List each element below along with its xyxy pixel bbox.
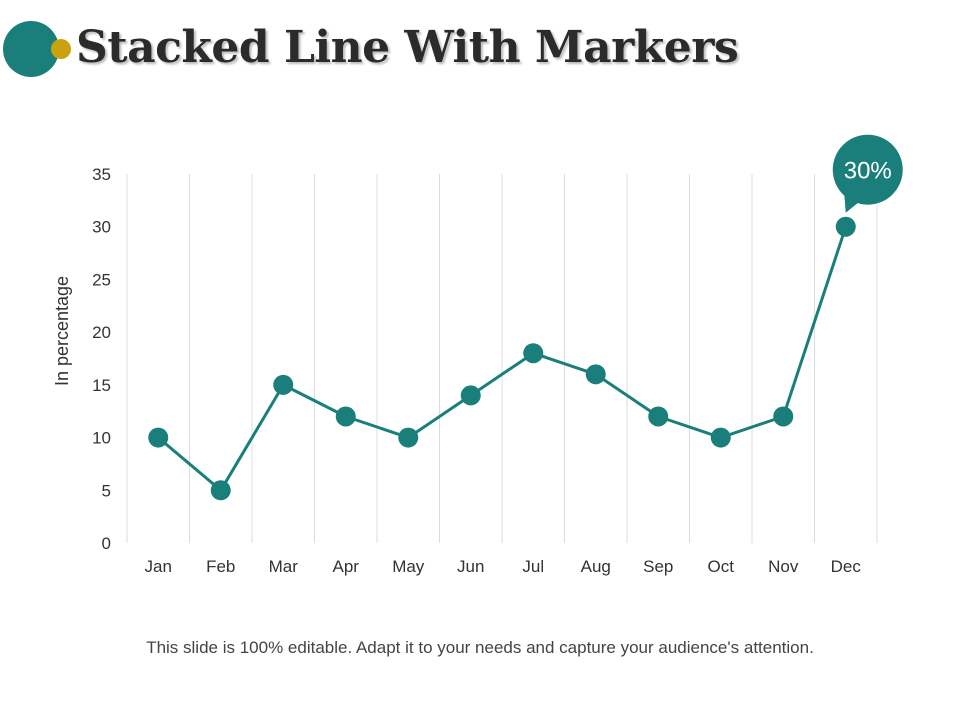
x-tick-label: Mar [269, 557, 299, 576]
chart-grid [126, 174, 878, 543]
x-tick-label: May [392, 557, 425, 576]
y-tick-label: 10 [92, 429, 111, 448]
x-tick-label: Jul [522, 557, 544, 576]
x-tick-label: Feb [206, 557, 235, 576]
x-tick-label: Apr [333, 557, 360, 576]
y-tick-label: 20 [92, 323, 111, 342]
x-tick-label: Dec [831, 557, 862, 576]
data-marker-oct [710, 427, 731, 448]
slide-title: Stacked Line With Markers [76, 22, 739, 73]
callout-label: 30% [844, 158, 892, 185]
x-axis: Jan Feb Mar Apr May Jun Jul Aug Sep Oct Nov Dec [145, 557, 862, 576]
x-tick-label: Oct [708, 557, 735, 576]
x-tick-label: Aug [581, 557, 611, 576]
y-tick-label: 5 [102, 481, 111, 500]
decorative-circle-small [51, 39, 71, 59]
data-marker-nov [773, 406, 794, 427]
callout-tail [843, 187, 862, 213]
x-tick-label: Jun [457, 557, 484, 576]
data-marker-jun [460, 385, 481, 406]
data-marker-jan [148, 427, 169, 448]
data-marker-dec [835, 216, 856, 237]
x-tick-label: Jan [145, 557, 172, 576]
decorative-circle-large [3, 21, 59, 77]
x-tick-label: Sep [643, 557, 673, 576]
data-marker-aug [585, 364, 606, 385]
data-marker-feb [210, 480, 231, 501]
y-axis: 0 5 10 15 20 25 30 35 [92, 165, 111, 553]
y-tick-label: 0 [102, 534, 111, 553]
footer-caption: This slide is 100% editable. Adapt it to… [146, 638, 814, 657]
data-marker-sep [648, 406, 669, 427]
y-tick-label: 15 [92, 376, 111, 395]
y-tick-label: 35 [92, 165, 111, 184]
x-tick-label: Nov [768, 557, 799, 576]
data-marker-may [398, 427, 419, 448]
data-marker-mar [273, 374, 294, 395]
value-callout: 30% [832, 134, 903, 213]
data-marker-apr [335, 406, 356, 427]
series-markers [148, 216, 856, 501]
y-axis-label: In percentage [52, 276, 72, 386]
y-tick-label: 30 [92, 218, 111, 237]
data-marker-jul [523, 343, 544, 364]
callout-bubble [832, 134, 903, 205]
series-line [157, 226, 848, 492]
y-tick-label: 25 [92, 270, 111, 289]
